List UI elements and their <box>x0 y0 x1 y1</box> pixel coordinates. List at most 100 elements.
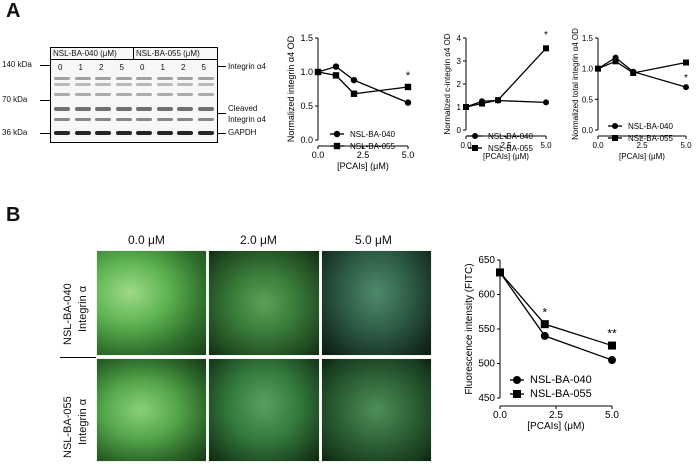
x-axis-label: [PCAIs] (μM) <box>483 152 529 161</box>
blot-band <box>95 93 111 96</box>
y-tick-label: 4 <box>457 34 462 43</box>
blot-band <box>74 83 91 86</box>
legend-label: NSL-BA-055 <box>488 144 533 153</box>
blot-band <box>54 83 70 86</box>
significance-marker: * <box>542 306 547 320</box>
significance-marker: ** <box>607 326 617 340</box>
legend-label: NSL-BA-055 <box>530 388 592 400</box>
band-label-integrin: Integrin α4 <box>228 62 266 71</box>
chart-a1: 0.0 0.5 1.0 1.5 0.0 2.5 5.0 [PCAIs] (μM) Normali… <box>282 18 420 178</box>
micrograph-040-5um <box>321 250 432 356</box>
legend-marker <box>513 390 521 398</box>
legend-marker <box>612 135 618 141</box>
blot-band <box>136 77 152 80</box>
blot-band <box>197 83 214 86</box>
data-point <box>479 100 485 107</box>
mw-label-36: 36 kDa <box>2 128 28 137</box>
series-line <box>465 47 547 108</box>
y-tick-label: 1 <box>457 103 462 112</box>
blot-band <box>177 77 193 80</box>
x-tick-label: 5.0 <box>680 141 692 150</box>
mw-label-70: 70 kDa <box>2 95 28 104</box>
blot-band <box>156 118 173 121</box>
blot-band <box>177 118 193 121</box>
blot-band <box>54 93 70 96</box>
mw-tick-36 <box>40 133 50 134</box>
band-label-gapdh: GAPDH <box>228 128 257 137</box>
legend-label: NSL-BA-040 <box>628 122 673 131</box>
y-tick-label: 0.0 <box>582 126 594 135</box>
micrograph-055-5um <box>321 358 432 462</box>
blot-frame <box>50 47 218 143</box>
y-tick-label: 0 <box>457 126 462 135</box>
lane-label: 1 <box>160 63 165 72</box>
conc-label-0: 0.0 μM <box>128 233 165 247</box>
mw-tick-140 <box>40 65 50 66</box>
x-tick-label: 0.0 <box>493 410 507 421</box>
y-tick-label: 3 <box>457 57 462 66</box>
western-blot: NSL-BA-040 (μM) NSL-BA-055 (μM) 0 1 2 5 0 1 2 5 <box>50 47 218 143</box>
lane-label: 5 <box>201 63 206 72</box>
blot-band <box>136 107 152 111</box>
blot-band <box>54 118 70 121</box>
data-point <box>314 68 322 76</box>
conc-label-5: 5.0 μM <box>355 233 392 247</box>
lane-label: 2 <box>99 63 104 72</box>
blot-band <box>177 83 193 86</box>
y-tick-label: 1.0 <box>300 67 313 77</box>
data-point <box>543 45 549 52</box>
data-point <box>332 72 340 79</box>
legend-marker <box>333 142 341 150</box>
panel-letter-a: A <box>6 0 21 22</box>
blot-band <box>177 107 193 111</box>
data-point <box>404 83 412 91</box>
data-point <box>683 59 689 66</box>
series-line <box>499 272 613 361</box>
significance-marker: * <box>406 70 411 82</box>
row-divider <box>60 357 96 358</box>
series-line <box>317 65 409 104</box>
blot-band <box>197 118 214 121</box>
blot-band <box>156 77 173 80</box>
blot-group-divider <box>133 47 134 59</box>
chart-b: 450 500 550 600 650 0.0 2.5 5.0 [PCAIs] (μM) Fluo… <box>458 250 638 462</box>
blot-band <box>54 131 70 135</box>
blot-band <box>156 93 173 96</box>
blot-band <box>115 83 132 86</box>
blot-band <box>197 77 214 80</box>
blot-band <box>156 83 173 86</box>
series-line <box>597 56 687 88</box>
blot-band <box>95 77 111 80</box>
legend-label: NSL-BA-040 <box>488 132 533 141</box>
x-tick-label: 5.0 <box>402 150 415 160</box>
y-tick-label: 500 <box>478 359 495 370</box>
data-point <box>608 341 616 350</box>
legend-marker <box>472 145 478 151</box>
y-tick-label: 1.5 <box>582 34 594 43</box>
blot-band <box>197 93 214 96</box>
x-tick-label: 2.5 <box>549 410 563 421</box>
x-tick-label: 5.0 <box>540 141 552 150</box>
series-line <box>499 271 613 347</box>
blot-band <box>136 118 152 121</box>
chart-a3-svg: 0.0 0.5 1.0 1.5 0.0 2.5 5.0 [PCAIs] (μM) Normali… <box>571 28 692 161</box>
legend-marker <box>513 376 521 384</box>
blot-band <box>136 131 152 135</box>
mw-tick-70 <box>40 100 50 101</box>
blot-band <box>197 107 214 111</box>
blot-band <box>115 77 132 80</box>
data-point <box>332 63 340 70</box>
conc-label-2: 2.0 μM <box>240 233 277 247</box>
blot-band <box>74 77 91 80</box>
data-point <box>543 99 549 106</box>
blot-band <box>197 131 214 135</box>
y-tick-label: 2 <box>457 80 462 89</box>
blot-band <box>74 107 91 111</box>
blot-band <box>95 118 111 121</box>
y-tick-label: 650 <box>478 255 495 266</box>
blot-band <box>156 107 173 111</box>
lane-label: 1 <box>78 63 83 72</box>
data-point <box>404 99 412 106</box>
x-tick-label: 0.0 <box>592 141 604 150</box>
legend-label: NSL-BA-055 <box>628 134 673 143</box>
